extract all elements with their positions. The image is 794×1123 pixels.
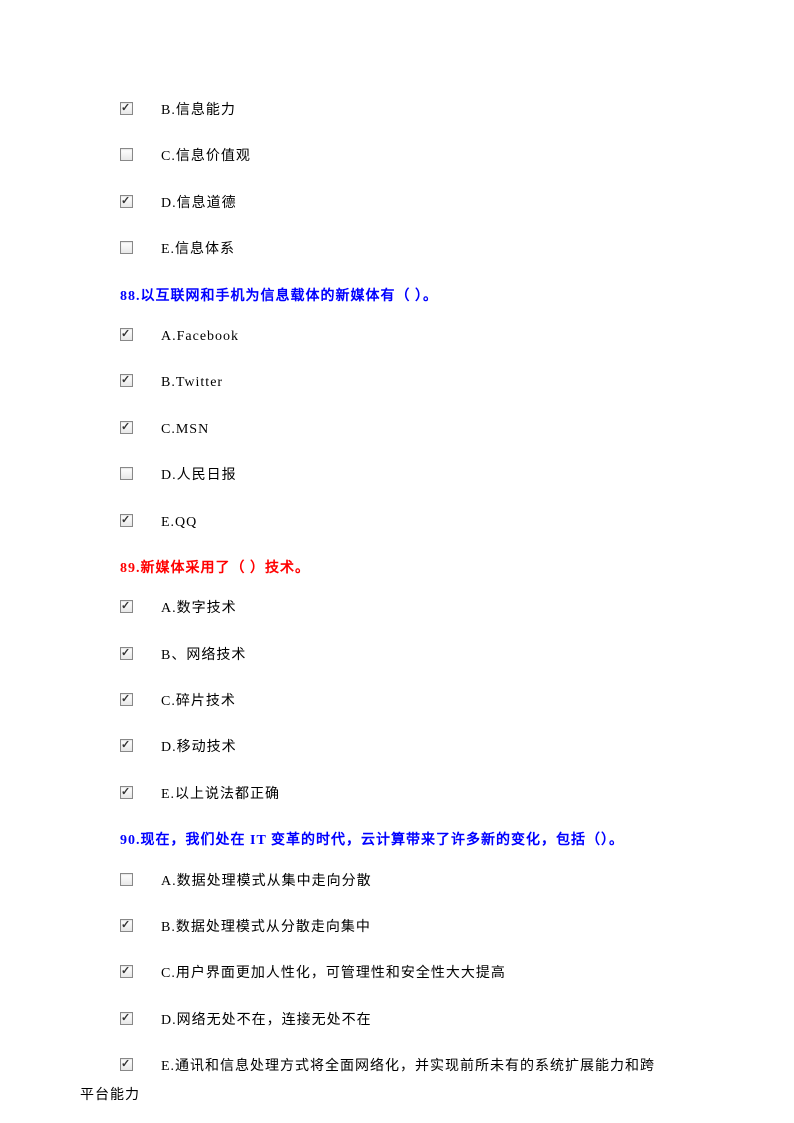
option-label: C.信息价值观 — [161, 146, 251, 168]
option-label: C.用户界面更加人性化，可管理性和安全性大大提高 — [161, 963, 506, 985]
checkbox[interactable] — [120, 739, 133, 752]
checkbox[interactable] — [120, 328, 133, 341]
content-container: B.信息能力 C.信息价值观 D.信息道德 E.信息体系 88.以互联网和手机为信息载体… — [120, 100, 674, 1107]
checkbox[interactable] — [120, 1012, 133, 1025]
checkbox[interactable] — [120, 514, 133, 527]
question-text: 88.以互联网和手机为信息载体的新媒体有（ ）。 — [120, 286, 674, 308]
option-label: C.MSN — [161, 419, 209, 441]
option-item: A.数字技术 — [120, 598, 674, 620]
checkbox[interactable] — [120, 195, 133, 208]
checkbox[interactable] — [120, 647, 133, 660]
option-label: D.信息道德 — [161, 193, 237, 215]
option-label: B.数据处理模式从分散走向集中 — [161, 917, 371, 939]
checkbox[interactable] — [120, 873, 133, 886]
checkbox[interactable] — [120, 965, 133, 978]
option-item: C.碎片技术 — [120, 691, 674, 713]
option-label: E.信息体系 — [161, 239, 235, 261]
option-item: D.移动技术 — [120, 737, 674, 759]
checkbox[interactable] — [120, 148, 133, 161]
checkbox[interactable] — [120, 693, 133, 706]
option-item: D.信息道德 — [120, 193, 674, 215]
option-item: B.信息能力 — [120, 100, 674, 122]
option-item: C.信息价值观 — [120, 146, 674, 168]
option-label: C.碎片技术 — [161, 691, 236, 713]
option-item: E.通讯和信息处理方式将全面网络化，并实现前所未有的系统扩展能力和跨 — [120, 1056, 674, 1078]
checkbox[interactable] — [120, 241, 133, 254]
option-item: E.QQ — [120, 512, 674, 534]
option-label: E.通讯和信息处理方式将全面网络化，并实现前所未有的系统扩展能力和跨 — [161, 1056, 655, 1078]
option-label: D.人民日报 — [161, 465, 237, 487]
checkbox[interactable] — [120, 421, 133, 434]
option-item: A.Facebook — [120, 326, 674, 348]
option-label: B.信息能力 — [161, 100, 236, 122]
checkbox[interactable] — [120, 374, 133, 387]
option-item: C.用户界面更加人性化，可管理性和安全性大大提高 — [120, 963, 674, 985]
option-item: E.以上说法都正确 — [120, 784, 674, 806]
checkbox[interactable] — [120, 786, 133, 799]
option-item: A.数据处理模式从集中走向分散 — [120, 871, 674, 893]
option-item: D.网络无处不在，连接无处不在 — [120, 1010, 674, 1032]
checkbox[interactable] — [120, 467, 133, 480]
checkbox[interactable] — [120, 600, 133, 613]
option-item: E.信息体系 — [120, 239, 674, 261]
option-label: E.QQ — [161, 512, 197, 534]
option-label: A.数据处理模式从集中走向分散 — [161, 871, 372, 893]
option-label-wrap: 平台能力 — [80, 1085, 674, 1107]
option-item: D.人民日报 — [120, 465, 674, 487]
checkbox[interactable] — [120, 1058, 133, 1071]
option-label: E.以上说法都正确 — [161, 784, 280, 806]
checkbox[interactable] — [120, 102, 133, 115]
option-item: B.Twitter — [120, 372, 674, 394]
option-item: B、网络技术 — [120, 645, 674, 667]
checkbox[interactable] — [120, 919, 133, 932]
option-label: B.Twitter — [161, 372, 223, 394]
option-label: D.移动技术 — [161, 737, 237, 759]
question-text: 89.新媒体采用了（ ）技术。 — [120, 558, 674, 580]
option-label: A.数字技术 — [161, 598, 237, 620]
option-label: D.网络无处不在，连接无处不在 — [161, 1010, 372, 1032]
question-text: 90.现在，我们处在 IT 变革的时代，云计算带来了许多新的变化，包括（）。 — [120, 830, 674, 852]
option-item: C.MSN — [120, 419, 674, 441]
option-label: A.Facebook — [161, 326, 239, 348]
option-item: B.数据处理模式从分散走向集中 — [120, 917, 674, 939]
option-label: B、网络技术 — [161, 645, 246, 667]
